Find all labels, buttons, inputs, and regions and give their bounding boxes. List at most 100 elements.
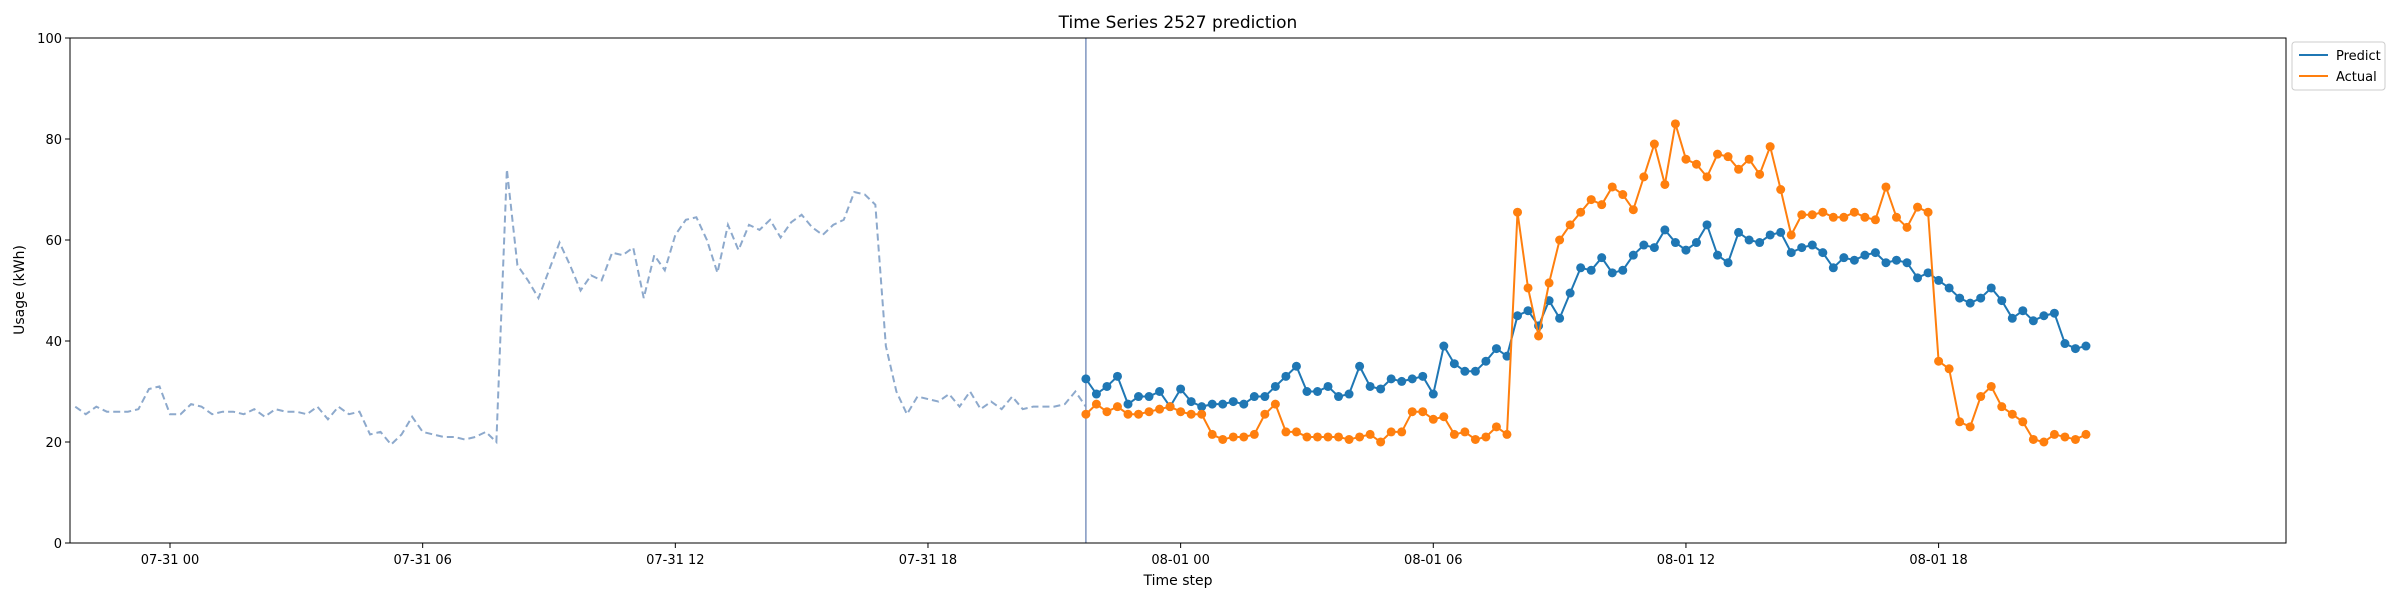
actual-series [1081, 119, 2091, 447]
history-line [74, 169, 1087, 446]
x-tick-label: 07-31 00 [141, 553, 199, 568]
actual-point [1228, 432, 1238, 442]
actual-point [1618, 190, 1628, 200]
actual-point [1165, 402, 1175, 412]
predict-point [1681, 245, 1691, 255]
actual-point [1891, 212, 1901, 222]
actual-point [1513, 207, 1523, 217]
actual-point [1923, 207, 1933, 217]
actual-point [1807, 210, 1817, 220]
actual-point [1460, 427, 1470, 437]
predict-point [1997, 296, 2007, 306]
predict-point [1302, 387, 1312, 396]
predict-point [2028, 316, 2038, 326]
actual-point [1323, 432, 1333, 442]
actual-point [1828, 212, 1838, 222]
predict-point [1376, 384, 1386, 394]
actual-point [1397, 427, 1407, 437]
actual-point [1902, 222, 1912, 232]
y-tick-label: 60 [45, 234, 62, 249]
predict-point [1323, 381, 1333, 391]
predict-point [1397, 376, 1407, 386]
predict-point [1207, 399, 1217, 409]
chart-title: Time Series 2527 prediction [1058, 13, 1298, 33]
actual-point [1713, 149, 1723, 159]
actual-point [1176, 407, 1186, 417]
predict-point [1565, 288, 1575, 298]
predict-point [1134, 392, 1144, 402]
predict-point [1649, 243, 1659, 253]
predict-point [1628, 250, 1638, 260]
predict-point [2007, 313, 2017, 323]
predict-point [1112, 371, 1122, 381]
actual-point [1218, 434, 1228, 444]
predict-point [1218, 399, 1228, 409]
legend-actual-label: Actual [2336, 70, 2377, 85]
actual-point [1418, 407, 1428, 417]
predict-point [1197, 402, 1207, 412]
actual-point [1555, 235, 1565, 245]
predict-point [1513, 311, 1523, 321]
predict-point [1270, 381, 1280, 391]
actual-point [1112, 402, 1122, 412]
actual-point [1197, 409, 1207, 419]
actual-point [1734, 164, 1744, 174]
actual-point [2070, 434, 2080, 444]
predict-point [1344, 389, 1354, 399]
actual-point [1881, 182, 1891, 192]
actual-point [1334, 432, 1344, 442]
actual-point [2081, 429, 2091, 439]
actual-point [1765, 142, 1775, 152]
axes: 0 20 40 60 80 100 07-31 00 07-31 06 07-31 12 07-3… [37, 32, 1968, 568]
predict-point [1818, 248, 1828, 258]
actual-point [1839, 212, 1849, 222]
actual-point [1344, 434, 1354, 444]
predict-point [1576, 263, 1586, 273]
predict-point [1586, 265, 1596, 275]
predict-point [1986, 283, 1996, 293]
actual-point [1776, 185, 1786, 194]
predict-point [1386, 374, 1396, 384]
actual-point [1470, 434, 1480, 444]
predict-point [1491, 344, 1501, 354]
y-tick-label: 40 [45, 335, 62, 350]
actual-point [1534, 331, 1544, 341]
actual-point [1081, 409, 1091, 419]
predict-point [2070, 344, 2080, 354]
predict-point [1176, 384, 1186, 394]
actual-point [1155, 404, 1165, 414]
predict-point [1407, 374, 1417, 384]
actual-point [1281, 427, 1291, 437]
actual-point [1102, 407, 1112, 417]
predict-point [1755, 238, 1765, 248]
actual-point [1544, 278, 1554, 288]
predict-point [1418, 371, 1428, 381]
actual-point [1239, 432, 1249, 442]
actual-point [2039, 437, 2049, 447]
predict-point [1186, 397, 1196, 407]
predict-point [1365, 381, 1375, 391]
actual-point [2049, 429, 2059, 439]
actual-point [1955, 417, 1965, 427]
x-tick-label: 08-01 12 [1657, 553, 1715, 568]
actual-point [1849, 207, 1859, 217]
actual-point [1913, 202, 1923, 212]
actual-point [1628, 205, 1638, 215]
actual-point [1491, 422, 1501, 432]
actual-point [1439, 412, 1449, 422]
predict-point [1439, 341, 1449, 351]
actual-point [1270, 399, 1280, 409]
actual-point [1407, 407, 1417, 417]
predict-point [1670, 238, 1680, 248]
actual-point [1786, 230, 1796, 240]
y-tick-label: 80 [45, 133, 62, 148]
predict-point [1913, 273, 1923, 283]
actual-point [1376, 437, 1386, 447]
predict-point [1891, 255, 1901, 265]
actual-point [2007, 409, 2017, 419]
actual-point [1312, 432, 1322, 442]
predict-point [2018, 306, 2028, 316]
predict-point [1734, 227, 1744, 237]
x-tick-label: 08-01 00 [1151, 553, 1209, 568]
